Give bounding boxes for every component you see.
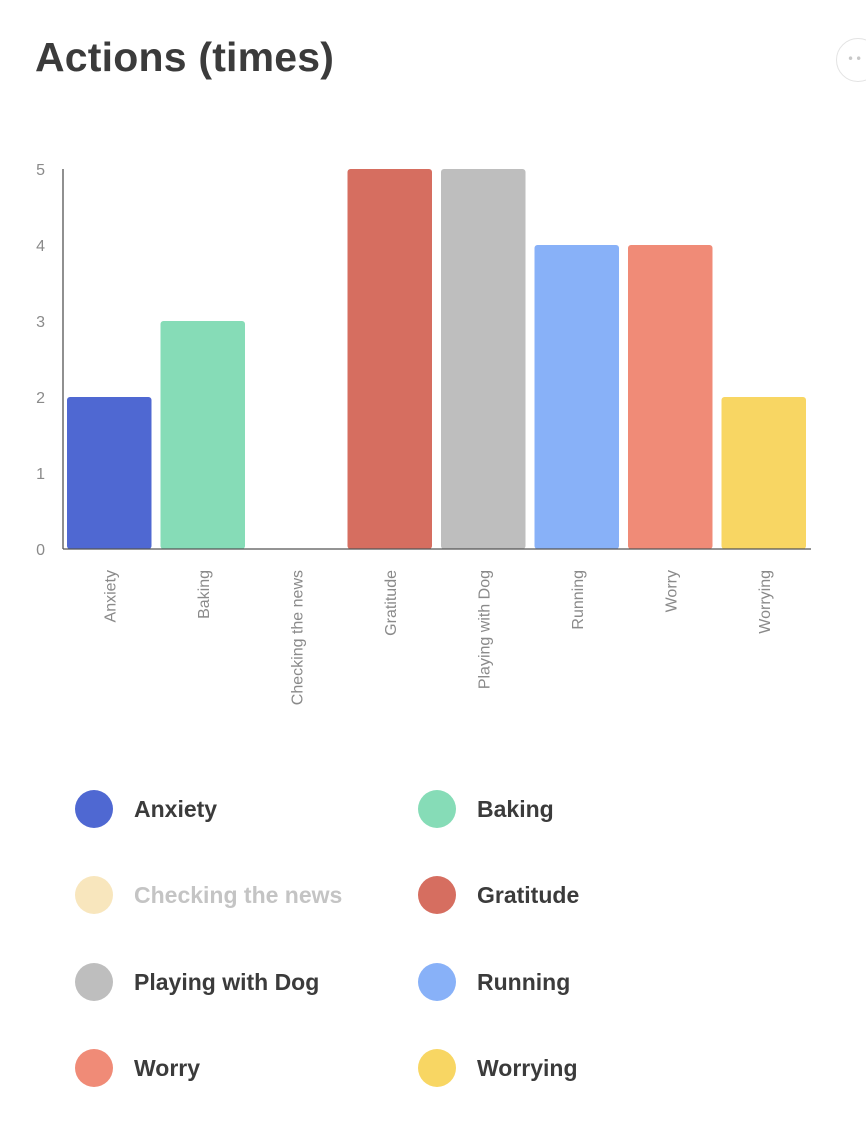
legend-label: Checking the news <box>134 881 343 908</box>
y-tick-label: 1 <box>36 466 45 483</box>
x-tick-label: Playing with Dog <box>476 570 493 689</box>
bar-worrying[interactable] <box>721 397 807 549</box>
legend-swatch <box>75 1049 113 1087</box>
legend-label: Running <box>477 968 571 995</box>
bar-playing-with-dog[interactable] <box>441 169 526 549</box>
bars <box>67 169 806 549</box>
legend-item-checking-the-news[interactable]: Checking the news <box>75 875 342 915</box>
x-tick-label: Anxiety <box>102 570 119 622</box>
page-title: Actions (times) <box>35 34 335 80</box>
y-axis-ticks: 0 1 2 3 4 5 <box>36 162 45 559</box>
ellipsis-icon: •• <box>847 52 864 66</box>
bar-anxiety[interactable] <box>67 397 152 549</box>
legend-label: Baking <box>477 795 554 822</box>
legend-item-running[interactable]: Running <box>418 962 570 1002</box>
x-tick-label: Gratitude <box>383 570 400 636</box>
legend-swatch <box>75 790 113 828</box>
y-tick-label: 5 <box>36 162 45 179</box>
legend-item-baking[interactable]: Baking <box>418 789 554 829</box>
x-tick-label: Running <box>570 570 587 630</box>
legend-item-gratitude[interactable]: Gratitude <box>418 875 579 915</box>
more-options-button[interactable]: •• <box>836 38 866 82</box>
bar-baking[interactable] <box>160 321 246 549</box>
legend-swatch <box>75 876 113 914</box>
legend-swatch <box>75 963 113 1001</box>
legend-item-anxiety[interactable]: Anxiety <box>75 789 217 829</box>
legend-swatch <box>418 790 456 828</box>
legend-item-worrying[interactable]: Worrying <box>418 1048 578 1088</box>
legend-label: Gratitude <box>477 881 580 908</box>
x-tick-label: Worrying <box>757 570 774 634</box>
legend-label: Anxiety <box>134 795 218 822</box>
legend-label: Worry <box>134 1054 201 1081</box>
legend-swatch <box>418 876 456 914</box>
y-tick-label: 2 <box>36 390 45 407</box>
legend-label: Worrying <box>477 1054 578 1081</box>
y-tick-label: 0 <box>36 542 45 559</box>
bar-running[interactable] <box>534 245 620 549</box>
y-tick-label: 3 <box>36 314 45 331</box>
legend-swatch <box>418 963 456 1001</box>
bar-gratitude[interactable] <box>347 169 433 549</box>
legend-swatch <box>418 1049 456 1087</box>
x-tick-label: Checking the news <box>289 570 306 705</box>
legend-item-worry[interactable]: Worry <box>75 1048 200 1088</box>
bar-chart: 0 1 2 3 4 5 Anxiety Baking Checking the news Gra… <box>36 162 811 705</box>
x-tick-label: Baking <box>196 570 213 619</box>
x-axis-ticks: Anxiety Baking Checking the news Gratitude P… <box>102 570 774 705</box>
y-tick-label: 4 <box>36 238 45 255</box>
legend-item-playing-with-dog[interactable]: Playing with Dog <box>75 962 319 1002</box>
x-tick-label: Worry <box>663 570 680 612</box>
legend-label: Playing with Dog <box>134 968 320 995</box>
bar-worry[interactable] <box>628 245 713 549</box>
